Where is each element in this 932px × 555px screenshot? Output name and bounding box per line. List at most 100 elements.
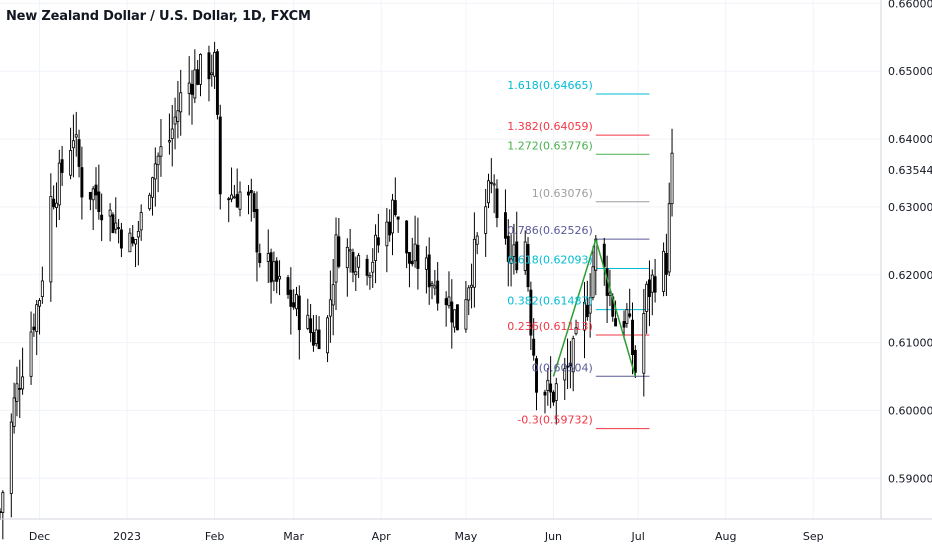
candle-up bbox=[9, 421, 13, 494]
fib-labels: 1.618(0.64665) 1.382(0.64059) 1.272(0.6377… bbox=[507, 79, 593, 427]
candle-up bbox=[71, 140, 75, 149]
candle-up bbox=[345, 246, 349, 269]
candle-down bbox=[117, 227, 121, 229]
candle-up bbox=[357, 255, 361, 268]
time-label: Sep bbox=[803, 530, 824, 543]
candle-down bbox=[52, 198, 56, 208]
fib-level-label: 0.236(0.61113) bbox=[507, 320, 593, 333]
candle-up bbox=[29, 331, 33, 377]
candle-down bbox=[18, 387, 22, 390]
candle-down bbox=[309, 318, 313, 334]
candle-down bbox=[633, 349, 637, 373]
candle-down bbox=[131, 236, 135, 244]
candle-down bbox=[515, 241, 519, 271]
candle-down bbox=[255, 208, 259, 253]
candle-up bbox=[57, 162, 61, 206]
candle-up bbox=[136, 230, 140, 238]
candle-up bbox=[453, 309, 457, 328]
candle-up bbox=[199, 54, 202, 85]
candle-up bbox=[594, 238, 598, 271]
candle-down bbox=[631, 319, 634, 356]
candle-up bbox=[55, 202, 58, 208]
candle-down bbox=[410, 260, 414, 265]
fib-level-label: 0.618(0.62093) bbox=[507, 253, 593, 266]
time-label: Jul bbox=[631, 530, 645, 543]
time-label: Apr bbox=[372, 530, 392, 543]
candle-up bbox=[424, 257, 428, 270]
candle-up bbox=[326, 317, 330, 354]
candle-up bbox=[167, 140, 171, 143]
candle-up bbox=[354, 271, 358, 276]
candle-down bbox=[258, 253, 262, 264]
candle-down bbox=[543, 391, 547, 396]
candle-up bbox=[571, 338, 575, 373]
candle-down bbox=[436, 280, 440, 304]
candle-up bbox=[170, 128, 174, 139]
fib-anchor-line bbox=[552, 239, 597, 377]
price-label: 0.63000 bbox=[888, 201, 932, 214]
candle-down bbox=[622, 321, 626, 328]
candle-down bbox=[405, 220, 409, 254]
candle-down bbox=[388, 221, 392, 236]
candle-up bbox=[35, 304, 39, 332]
candle-down bbox=[455, 304, 459, 331]
candle-up bbox=[213, 51, 217, 77]
candle-up bbox=[139, 212, 143, 231]
candle-down bbox=[529, 289, 533, 336]
candle-up bbox=[509, 258, 513, 264]
candle-down bbox=[77, 139, 81, 167]
candle-up bbox=[642, 313, 646, 374]
candle-down bbox=[549, 383, 553, 393]
time-label: Dec bbox=[29, 530, 50, 543]
candle-up bbox=[433, 285, 437, 289]
fib-level-label: -0.3(0.59732) bbox=[517, 414, 593, 427]
candle-down bbox=[566, 365, 570, 368]
fib-level-label: 1.272(0.63776) bbox=[507, 139, 593, 152]
candle-down bbox=[628, 313, 632, 317]
candle-down bbox=[0, 511, 2, 513]
fib-level-label: 0(0.60504) bbox=[532, 361, 593, 374]
price-axis[interactable]: 0.59000 0.60000 0.61000 0.62000 0.63000 0.635… bbox=[888, 0, 932, 485]
candle-down bbox=[207, 52, 211, 80]
candle-up bbox=[475, 235, 479, 245]
candle-up bbox=[156, 155, 160, 166]
candle-up bbox=[487, 180, 490, 204]
candle-up bbox=[193, 69, 197, 99]
fib-anchor-line bbox=[595, 239, 637, 377]
candle-down bbox=[80, 167, 84, 198]
candle-up bbox=[512, 244, 516, 257]
candle-down bbox=[289, 289, 293, 307]
candle-down bbox=[614, 318, 618, 327]
candle-up bbox=[91, 188, 95, 201]
candle-up bbox=[134, 238, 137, 245]
candle-up bbox=[314, 329, 318, 345]
candle-up bbox=[278, 275, 282, 280]
candle-down bbox=[450, 301, 454, 323]
candle-up bbox=[187, 82, 191, 94]
candle-up bbox=[238, 191, 242, 210]
candle-down bbox=[311, 332, 315, 346]
candle-up bbox=[413, 243, 417, 262]
candle-up bbox=[151, 177, 154, 198]
grid-lines bbox=[0, 0, 881, 519]
time-label: Aug bbox=[715, 530, 736, 543]
time-label: Feb bbox=[205, 530, 224, 543]
candle-down bbox=[215, 51, 219, 115]
candle-up bbox=[173, 116, 177, 125]
candle-up bbox=[447, 296, 451, 307]
fib-level-label: 0.382(0.61487) bbox=[507, 295, 593, 308]
time-axis[interactable]: Dec 2023 Feb Mar Apr May Jun Jul Aug Sep bbox=[29, 530, 824, 543]
candle-up bbox=[374, 234, 378, 261]
candle-up bbox=[272, 261, 276, 282]
candle-up bbox=[153, 163, 157, 180]
candle-down bbox=[249, 190, 253, 194]
candle-down bbox=[526, 244, 530, 288]
candle-up bbox=[230, 194, 234, 200]
candle-down bbox=[602, 243, 606, 268]
price-label: 0.62000 bbox=[888, 269, 932, 282]
fib-anchor-lines[interactable] bbox=[552, 239, 637, 377]
candle-down bbox=[60, 159, 64, 173]
fib-level-label: 1.618(0.64665) bbox=[507, 79, 593, 92]
